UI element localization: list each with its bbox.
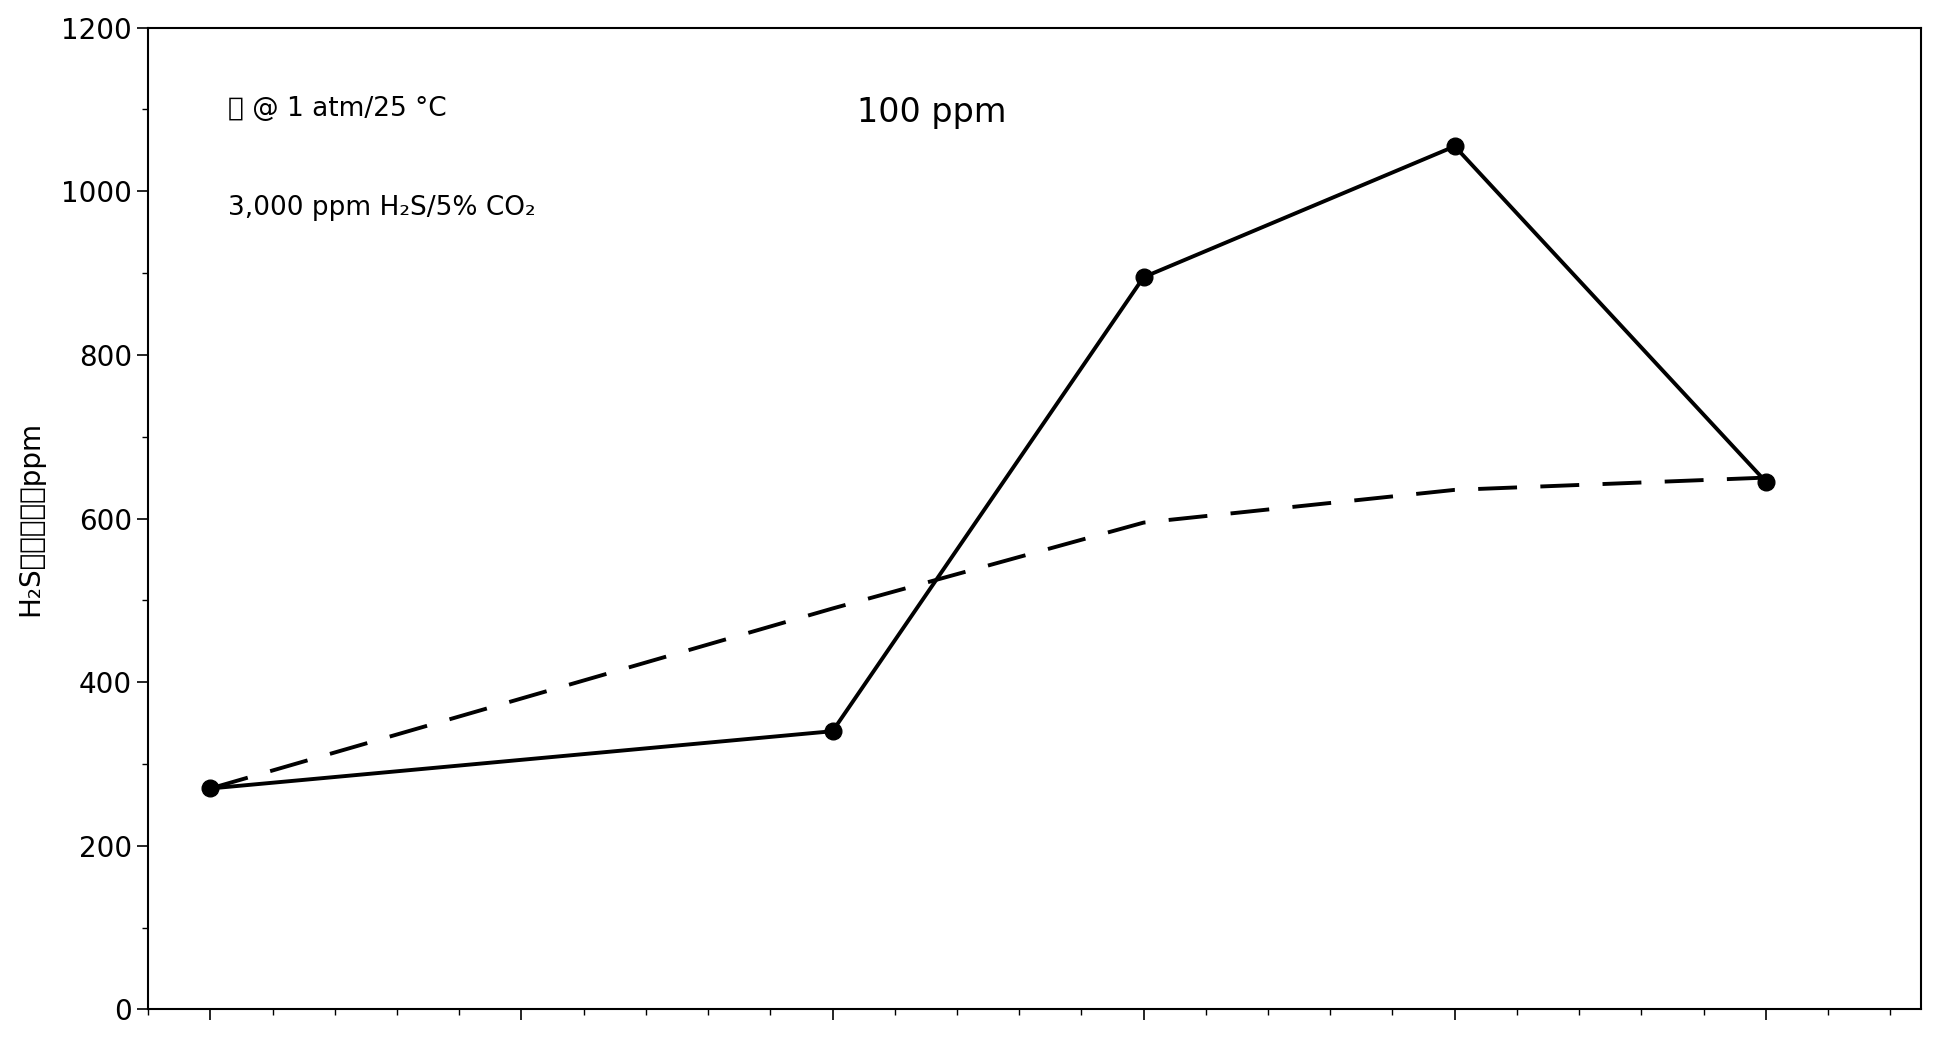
Text: 3,000 ppm H₂S/5% CO₂: 3,000 ppm H₂S/5% CO₂ xyxy=(229,195,535,220)
Text: 油 @ 1 atm/25 °C: 油 @ 1 atm/25 °C xyxy=(229,96,446,122)
Text: 100 ppm: 100 ppm xyxy=(857,96,1008,129)
Y-axis label: H₂S最大清除，ppm: H₂S最大清除，ppm xyxy=(17,421,45,616)
